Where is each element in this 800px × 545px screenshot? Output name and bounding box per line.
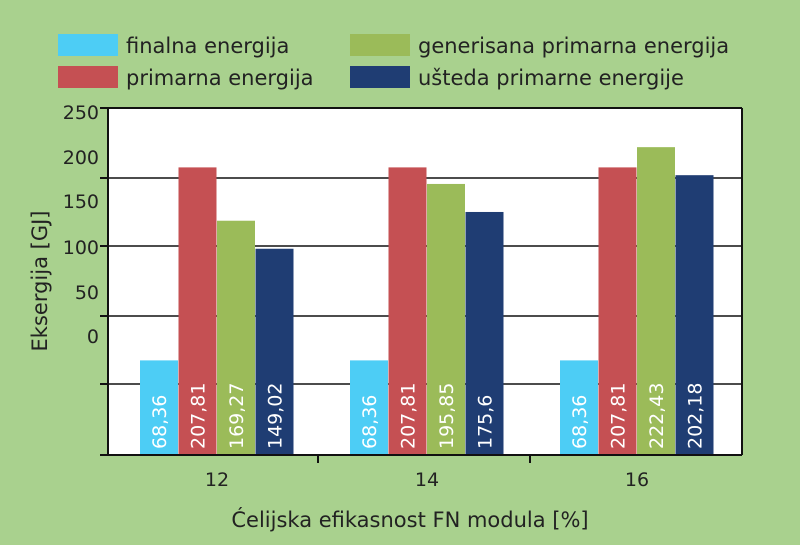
y-tick-label-2: 150 — [63, 191, 99, 213]
data-label-12-1: 207,81 — [188, 383, 210, 449]
bars — [140, 147, 714, 456]
legend-swatch-0 — [58, 34, 118, 56]
bar-12-0 — [140, 360, 178, 455]
legend: finalna energija primarna energija generis… — [58, 34, 729, 90]
data-label-12-2: 169,27 — [226, 383, 248, 449]
legend-swatch-2 — [350, 34, 410, 56]
bar-12-1 — [178, 167, 217, 455]
data-label-14-2: 195,85 — [436, 383, 458, 449]
bar-16-1 — [598, 167, 637, 455]
y-tick-label-5: 0 — [87, 326, 99, 348]
bar-14-3 — [465, 211, 504, 455]
legend-swatch-3 — [350, 66, 410, 88]
bar-16-0 — [560, 360, 598, 455]
bar-16-3 — [675, 175, 714, 456]
x-tick-labels: 12 14 16 — [205, 469, 649, 491]
bar-14-1 — [388, 167, 427, 455]
data-label-16-2: 222,43 — [646, 383, 668, 449]
y-axis-title: Eksergija [GJ] — [28, 211, 52, 352]
data-label-16-3: 202,18 — [685, 383, 707, 449]
bar-14-2 — [427, 183, 465, 455]
y-tick-label-0: 250 — [63, 102, 99, 124]
x-tick-label-16: 16 — [625, 469, 649, 491]
data-labels: 68,36 207,81 169,27 149,02 68,36 207,81 195,85… — [149, 383, 707, 449]
x-tick-label-14: 14 — [415, 469, 439, 491]
data-label-14-1: 207,81 — [398, 383, 420, 449]
bar-12-2 — [217, 220, 255, 455]
bar-14-0 — [350, 360, 388, 455]
legend-label-0: finalna energija — [126, 34, 289, 58]
bar-12-3 — [255, 248, 294, 455]
data-label-16-0: 68,36 — [569, 395, 591, 449]
legend-swatch-1 — [58, 66, 118, 88]
axes — [100, 107, 743, 463]
y-tick-label-4: 50 — [75, 282, 99, 304]
data-label-12-0: 68,36 — [149, 395, 171, 449]
y-tick-labels: 250 200 150 100 50 0 — [63, 102, 99, 348]
bar-16-2 — [637, 147, 675, 456]
data-label-12-3: 149,02 — [265, 383, 287, 449]
y-tick-label-1: 200 — [63, 147, 99, 169]
data-label-16-1: 207,81 — [608, 383, 630, 449]
legend-label-2: generisana primarna energija — [418, 34, 729, 58]
legend-label-3: ušteda primarne energije — [418, 66, 684, 90]
x-tick-label-12: 12 — [205, 469, 229, 491]
data-label-14-3: 175,6 — [475, 395, 497, 449]
data-label-14-0: 68,36 — [359, 395, 381, 449]
x-axis-title: Ćelijska efikasnost FN modula [%] — [231, 507, 588, 532]
y-tick-label-3: 100 — [63, 237, 99, 259]
legend-label-1: primarna energija — [126, 66, 314, 90]
